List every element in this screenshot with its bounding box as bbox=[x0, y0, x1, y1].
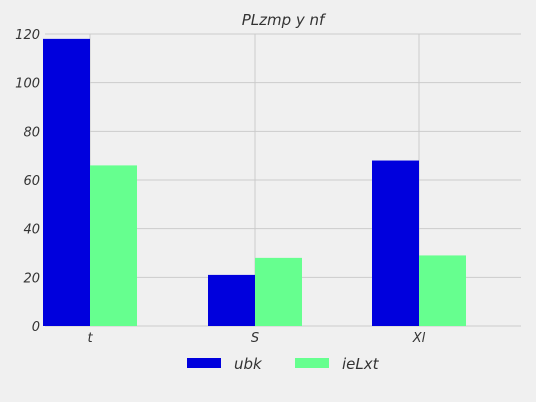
y-tick-label: 100 bbox=[15, 77, 40, 92]
bar-ieLxt-S bbox=[255, 257, 302, 326]
y-tick-label: 60 bbox=[23, 174, 40, 189]
y-tick-label: 0 bbox=[32, 320, 40, 335]
x-tick-label: t bbox=[87, 331, 93, 346]
legend-swatch-ubk bbox=[187, 358, 221, 368]
bar-ieLxt-t bbox=[90, 165, 137, 326]
y-tick-label: 40 bbox=[23, 223, 40, 238]
legend-label-ubk: ubk bbox=[234, 355, 263, 373]
legend: ubk ieLxt bbox=[187, 355, 380, 373]
chart-title: PLzmp y nf bbox=[242, 11, 327, 29]
legend-swatch-ieLxt bbox=[295, 358, 329, 368]
x-axis-ticks: t S Xl bbox=[87, 331, 425, 346]
bar-ubk-t bbox=[43, 38, 90, 326]
y-tick-label: 120 bbox=[15, 28, 40, 43]
bar-ubk-S bbox=[208, 274, 255, 326]
x-tick-label: Xl bbox=[412, 331, 426, 346]
bars bbox=[43, 38, 466, 326]
y-tick-label: 80 bbox=[23, 125, 40, 140]
bar-ieLxt-Xl bbox=[419, 255, 466, 326]
legend-label-ieLxt: ieLxt bbox=[342, 355, 380, 373]
y-axis-ticks: 0 20 40 60 80 100 120 bbox=[15, 28, 40, 335]
x-tick-label: S bbox=[251, 331, 259, 346]
y-tick-label: 20 bbox=[23, 271, 40, 286]
bar-ubk-Xl bbox=[372, 160, 419, 326]
